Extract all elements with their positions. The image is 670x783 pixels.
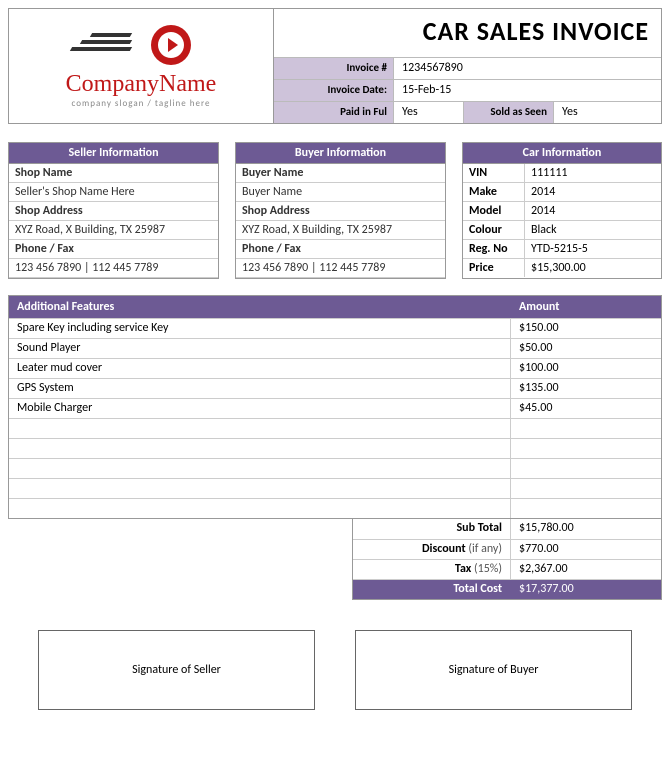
paid-in-full-value: Yes <box>394 102 464 123</box>
seller-phone-label: Phone / Fax <box>9 240 218 259</box>
feature-row: Spare Key including service Key$150.00 <box>9 318 661 338</box>
feature-desc: GPS System <box>9 379 511 398</box>
feature-desc: Leater mud cover <box>9 359 511 378</box>
feature-amount <box>511 479 661 498</box>
feature-amount: $45.00 <box>511 399 661 418</box>
feature-desc <box>9 439 511 458</box>
car-info-row: Make2014 <box>463 183 661 202</box>
tax-label: Tax (15%) <box>353 560 511 579</box>
car-field-value: 111111 <box>525 164 661 182</box>
invoice-date-label: Invoice Date: <box>274 80 394 101</box>
sold-as-seen-value: Yes <box>554 102 661 123</box>
car-info-header: Car Information <box>463 143 661 164</box>
feature-row <box>9 498 661 518</box>
buyer-address-label: Shop Address <box>236 202 445 221</box>
discount-label: Discount (if any) <box>353 540 511 559</box>
feature-amount <box>511 499 661 518</box>
car-field-label: Model <box>463 202 525 220</box>
car-field-label: Colour <box>463 221 525 239</box>
feature-desc <box>9 479 511 498</box>
feature-amount: $50.00 <box>511 339 661 358</box>
subtotal-value: $15,780.00 <box>511 519 661 539</box>
car-field-value: Black <box>525 221 661 239</box>
seller-info-box: Seller Information Shop Name Seller's Sh… <box>8 142 219 279</box>
car-field-value: $15,300.00 <box>525 259 661 277</box>
car-info-row: Reg. NoYTD-5215-5 <box>463 240 661 259</box>
seller-name-label: Shop Name <box>9 164 218 183</box>
seller-address-value: XYZ Road, X Building, TX 25987 <box>9 221 218 240</box>
feature-desc: Mobile Charger <box>9 399 511 418</box>
feature-row <box>9 458 661 478</box>
features-table: Additional Features Amount Spare Key inc… <box>8 295 662 519</box>
feature-amount: $150.00 <box>511 319 661 338</box>
buyer-name-label: Buyer Name <box>236 164 445 183</box>
feature-desc: Spare Key including service Key <box>9 319 511 338</box>
feature-amount: $100.00 <box>511 359 661 378</box>
signature-buyer-box: Signature of Buyer <box>355 630 632 710</box>
discount-value: $770.00 <box>511 540 661 559</box>
invoice-date-value: 15-Feb-15 <box>394 80 661 101</box>
car-field-value: YTD-5215-5 <box>525 240 661 258</box>
feature-row: Mobile Charger$45.00 <box>9 398 661 418</box>
feature-amount <box>511 439 661 458</box>
signatures-row: Signature of Seller Signature of Buyer <box>8 630 662 710</box>
total-cost-value: $17,377.00 <box>511 580 661 599</box>
feature-desc <box>9 459 511 478</box>
feature-row: Sound Player$50.00 <box>9 338 661 358</box>
car-field-label: VIN <box>463 164 525 182</box>
feature-row <box>9 418 661 438</box>
company-slogan: company slogan / tagline here <box>72 98 211 109</box>
car-info-box: Car Information VIN111111Make2014Model20… <box>462 142 662 279</box>
company-logo-icon <box>71 23 211 69</box>
feature-row <box>9 478 661 498</box>
buyer-name-value: Buyer Name <box>236 183 445 202</box>
car-info-row: VIN111111 <box>463 164 661 183</box>
info-panels-row: Seller Information Shop Name Seller's Sh… <box>8 142 662 279</box>
buyer-phone-label: Phone / Fax <box>236 240 445 259</box>
invoice-no-value: 1234567890 <box>394 58 661 79</box>
seller-info-header: Seller Information <box>9 143 218 164</box>
feature-amount: $135.00 <box>511 379 661 398</box>
invoice-no-label: Invoice # <box>274 58 394 79</box>
feature-row: GPS System$135.00 <box>9 378 661 398</box>
subtotal-label: Sub Total <box>353 519 511 539</box>
feature-desc <box>9 419 511 438</box>
feature-row: Leater mud cover$100.00 <box>9 358 661 378</box>
feature-desc <box>9 499 511 518</box>
buyer-phone-value: 123 456 7890 | 112 445 7789 <box>236 259 445 278</box>
invoice-header: CompanyName company slogan / tagline her… <box>8 8 662 124</box>
car-info-row: ColourBlack <box>463 221 661 240</box>
total-cost-label: Total Cost <box>353 580 511 599</box>
buyer-address-value: XYZ Road, X Building, TX 25987 <box>236 221 445 240</box>
seller-name-value: Seller's Shop Name Here <box>9 183 218 202</box>
tax-value: $2,367.00 <box>511 560 661 579</box>
feature-amount <box>511 419 661 438</box>
car-field-value: 2014 <box>525 183 661 201</box>
car-field-label: Reg. No <box>463 240 525 258</box>
invoice-title: CAR SALES INVOICE <box>274 9 661 57</box>
car-field-label: Price <box>463 259 525 277</box>
car-info-row: Price$15,300.00 <box>463 259 661 277</box>
car-info-row: Model2014 <box>463 202 661 221</box>
sold-as-seen-label: Sold as Seen <box>464 102 554 123</box>
paid-in-full-label: Paid in Ful <box>274 102 394 123</box>
company-logo-box: CompanyName company slogan / tagline her… <box>9 9 274 123</box>
signature-seller-box: Signature of Seller <box>38 630 315 710</box>
feature-amount <box>511 459 661 478</box>
features-header-desc: Additional Features <box>9 296 511 318</box>
seller-address-label: Shop Address <box>9 202 218 221</box>
buyer-info-box: Buyer Information Buyer Name Buyer Name … <box>235 142 446 279</box>
buyer-info-header: Buyer Information <box>236 143 445 164</box>
features-header-amount: Amount <box>511 296 661 318</box>
totals-box: Sub Total $15,780.00 Discount (if any) $… <box>352 519 662 600</box>
car-field-label: Make <box>463 183 525 201</box>
car-field-value: 2014 <box>525 202 661 220</box>
company-name: CompanyName <box>66 71 217 98</box>
feature-desc: Sound Player <box>9 339 511 358</box>
feature-row <box>9 438 661 458</box>
seller-phone-value: 123 456 7890 | 112 445 7789 <box>9 259 218 278</box>
